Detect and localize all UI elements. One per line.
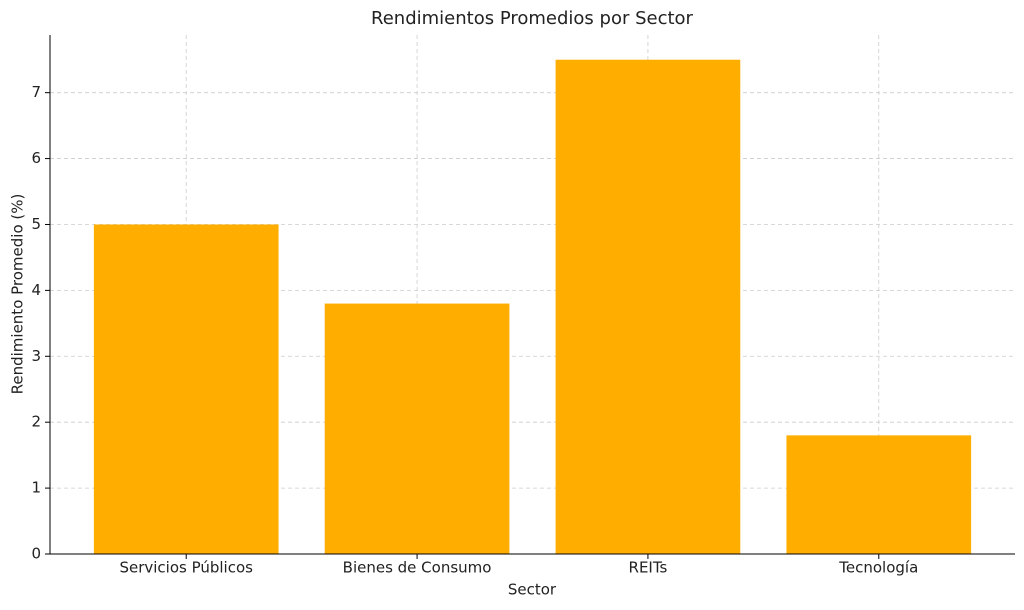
- y-axis-label: Rendimiento Promedio (%): [9, 194, 27, 395]
- y-tick-label: 0: [31, 545, 41, 563]
- chart-title: Rendimientos Promedios por Sector: [371, 8, 694, 29]
- y-tick-label: 5: [31, 215, 41, 233]
- x-tick-label: Bienes de Consumo: [343, 559, 492, 577]
- y-tick-label: 3: [31, 347, 41, 365]
- bar: [93, 224, 279, 554]
- bar: [324, 303, 510, 554]
- x-tick-label: REITs: [629, 559, 668, 577]
- y-tick-label: 2: [31, 413, 41, 431]
- x-tick-label: Servicios Públicos: [119, 559, 253, 577]
- x-axis-label: Sector: [508, 581, 557, 599]
- y-tick-label: 6: [31, 149, 41, 167]
- bar: [786, 435, 972, 554]
- x-tick-label: Tecnología: [838, 559, 918, 577]
- y-tick-label: 1: [31, 479, 41, 497]
- y-tick-label: 7: [31, 83, 41, 101]
- y-tick-label: 4: [31, 281, 41, 299]
- bar: [555, 59, 741, 554]
